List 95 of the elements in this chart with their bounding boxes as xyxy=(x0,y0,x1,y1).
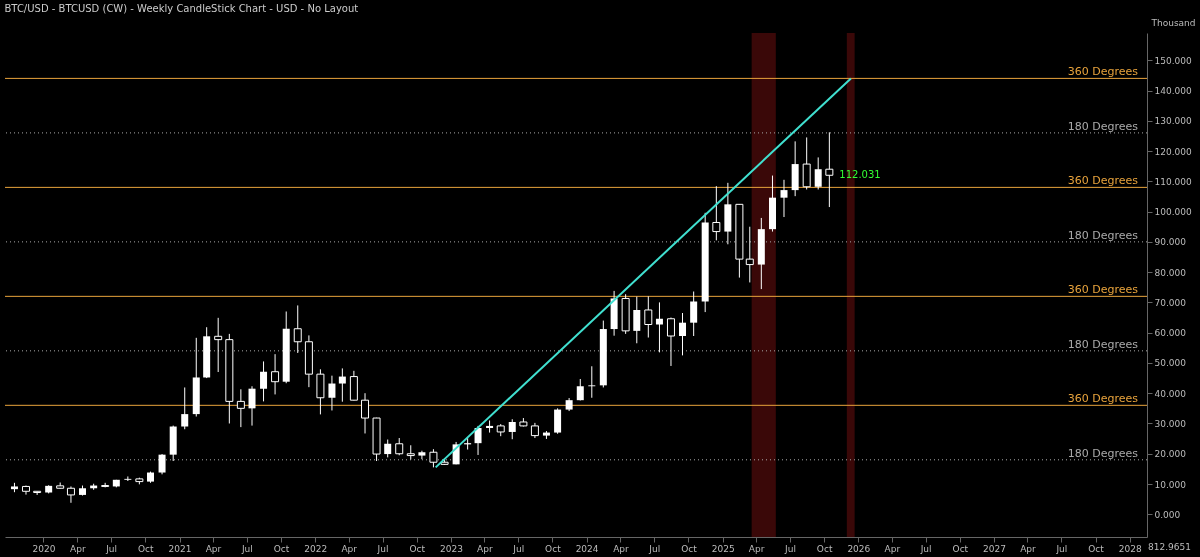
y-tick-label: 90.000 xyxy=(1154,237,1187,248)
candlestick xyxy=(814,156,822,190)
candlestick xyxy=(486,419,494,434)
x-tick-label: Jul xyxy=(376,543,389,554)
candlestick xyxy=(260,360,268,402)
candlestick xyxy=(33,490,42,496)
y-tick-label: 0.000 xyxy=(1154,509,1181,520)
x-tick-label: 2025 xyxy=(711,543,735,554)
x-tick-label: 2026 xyxy=(847,543,871,554)
candlestick xyxy=(158,453,166,475)
candlestick xyxy=(633,296,641,344)
x-tick-label: Oct xyxy=(1088,543,1105,554)
x-tick-label: Apr xyxy=(70,543,86,554)
x-tick-label: Oct xyxy=(952,543,969,554)
ref-line-label: 360 Degrees xyxy=(1067,283,1139,297)
candlestick xyxy=(825,131,834,208)
x-tick-label: 2028 xyxy=(1118,543,1142,554)
candlestick xyxy=(679,312,687,356)
y-tick-label: 50.000 xyxy=(1154,358,1187,369)
x-tick-label: Oct xyxy=(816,543,833,554)
text: 812.9651 xyxy=(1148,542,1191,552)
candlestick xyxy=(690,291,698,337)
candlestick xyxy=(181,386,189,430)
ref-line-label: 180 Degrees xyxy=(1067,337,1139,351)
x-tick-label: Apr xyxy=(477,543,493,554)
candlestick xyxy=(588,365,596,399)
candlestick xyxy=(655,301,663,353)
candlestick xyxy=(349,370,358,401)
candlestick xyxy=(429,448,438,468)
chart-title: BTC/USD - BTCUSD (CW) - Weekly CandleStick Chart - USD - No Layout xyxy=(4,3,359,14)
x-tick-label: Apr xyxy=(205,543,222,554)
ref-line-label: 180 Degrees xyxy=(1067,119,1139,133)
y-tick-label: 150.000 xyxy=(1154,55,1192,66)
x-tick-label: 2022 xyxy=(304,543,328,554)
y-tick-label: 40.000 xyxy=(1154,388,1187,399)
y-tick-label: 110.000 xyxy=(1154,176,1192,187)
ref-line-label: 360 Degrees xyxy=(1067,174,1139,188)
candlestick xyxy=(328,375,336,411)
x-tick-label: Jul xyxy=(105,543,118,554)
candlestick xyxy=(780,179,788,218)
candlestick xyxy=(248,385,256,427)
x-tick-label: Jul xyxy=(784,543,796,554)
candlestick xyxy=(418,450,426,460)
y-tick-label: 100.000 xyxy=(1154,207,1192,218)
x-tick-label: 2027 xyxy=(983,543,1006,554)
candlestick xyxy=(271,353,280,395)
y-tick-label: 80.000 xyxy=(1154,267,1187,278)
ref-line-label: 180 Degrees xyxy=(1067,228,1139,242)
y-tick-label: 70.000 xyxy=(1154,297,1187,308)
candlestick xyxy=(802,136,811,190)
candlestick xyxy=(474,425,482,456)
y-tick-label: 60.000 xyxy=(1154,328,1187,339)
y-axis-title: Thousand xyxy=(1150,17,1196,28)
x-tick-label: Jul xyxy=(1055,543,1068,554)
candlestick xyxy=(666,317,675,367)
x-tick-label: Jul xyxy=(919,543,932,554)
ref-line-label: 360 Degrees xyxy=(1067,392,1139,406)
candlestick xyxy=(293,304,302,354)
x-tick-label: Oct xyxy=(138,543,155,554)
candlestick xyxy=(554,407,562,435)
x-tick-label: Oct xyxy=(409,543,426,554)
candlestick xyxy=(236,388,245,428)
y-tick-label: 20.000 xyxy=(1154,449,1187,460)
candlestick xyxy=(214,317,223,373)
annotation: 112.031 xyxy=(839,169,881,181)
candlestick xyxy=(644,295,653,339)
candlestick xyxy=(66,485,75,504)
candlestick xyxy=(338,367,346,403)
candlestick xyxy=(508,418,516,440)
x-tick-label: 2020 xyxy=(32,543,56,554)
y-tick-label: 30.000 xyxy=(1154,418,1187,429)
y-tick-label: 10.000 xyxy=(1154,479,1187,490)
x-tick-label: Jul xyxy=(648,543,661,554)
x-tick-label: Oct xyxy=(273,543,290,554)
y-tick-label: 130.000 xyxy=(1154,116,1192,127)
candlestick xyxy=(316,368,325,415)
y-tick-label: 140.000 xyxy=(1154,86,1192,97)
candlestick xyxy=(745,226,754,283)
x-tick-label: Jul xyxy=(512,543,525,554)
ref-line-label: 180 Degrees xyxy=(1067,446,1139,460)
x-tick-label: Apr xyxy=(1020,543,1037,554)
candlestick xyxy=(712,185,721,241)
y-tick-label: 120.000 xyxy=(1154,146,1192,157)
x-tick-label: Apr xyxy=(748,543,765,554)
x-tick-label: Apr xyxy=(613,543,630,554)
x-tick-label: 2021 xyxy=(168,543,192,554)
x-tick-label: Jul xyxy=(240,543,253,554)
x-tick-label: 2024 xyxy=(575,543,599,554)
x-tick-label: Oct xyxy=(545,543,562,554)
x-tick-label: Apr xyxy=(341,543,358,554)
x-tick-label: Oct xyxy=(681,543,698,554)
x-tick-label: 2023 xyxy=(439,543,463,554)
ref-line-label: 360 Degrees xyxy=(1067,65,1139,79)
x-tick-label: Apr xyxy=(884,543,901,554)
candlestick xyxy=(361,392,370,434)
